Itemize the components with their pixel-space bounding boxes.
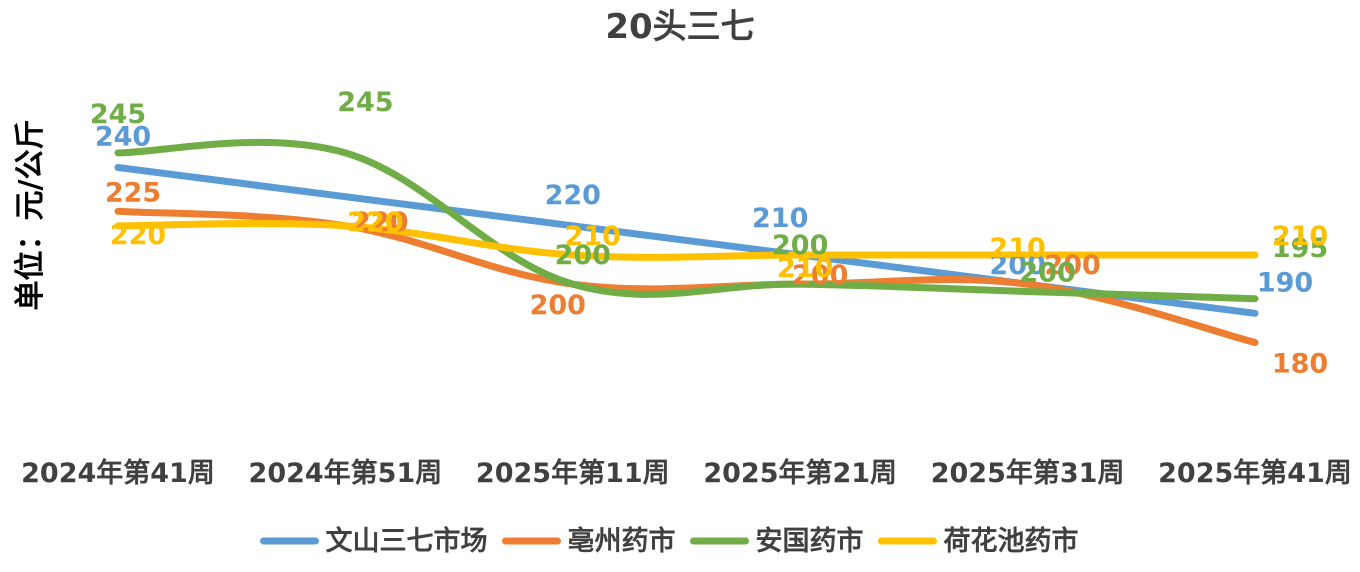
data-label: 220 (347, 207, 403, 238)
data-label: 180 (1272, 349, 1328, 380)
x-tick-label: 2025年第21周 (703, 457, 897, 489)
x-tick-label: 2025年第31周 (931, 457, 1125, 489)
x-tick-label: 2025年第41周 (1158, 457, 1352, 489)
legend-item: 亳州药市 (502, 525, 676, 557)
data-label: 200 (772, 230, 828, 261)
series-lines (114, 138, 1259, 346)
data-label: 210 (777, 253, 833, 284)
data-label: 210 (989, 233, 1045, 264)
data-label: 210 (565, 221, 621, 252)
data-label: 200 (989, 250, 1045, 281)
data-label: 200 (555, 240, 611, 271)
chart-title: 20头三七 (605, 7, 754, 47)
data-label: 190 (1257, 267, 1313, 298)
series-line-4 (114, 220, 1259, 261)
data-label: 225 (105, 177, 161, 208)
data-label: 200 (1044, 250, 1100, 281)
data-label: 220 (352, 207, 408, 238)
data-label: 245 (90, 99, 146, 130)
series-line-3 (114, 138, 1259, 303)
data-label: 200 (530, 290, 586, 321)
legend-item: 荷花池药市 (878, 525, 1079, 557)
y-axis-label: 单位：元/公斤 (13, 120, 48, 311)
x-axis-ticks: 2024年第41周 2024年第51周 2025年第11周 2025年第21周 2025… (21, 457, 1352, 489)
legend-item: 安国药市 (690, 525, 864, 557)
legend-label: 亳州药市 (568, 525, 676, 557)
legend-label: 文山三七市场 (326, 525, 488, 557)
data-label: 195 (1272, 233, 1328, 264)
data-label: 200 (792, 260, 848, 291)
x-tick-label: 2024年第51周 (249, 457, 443, 489)
data-label: 245 (337, 87, 393, 118)
legend-label: 荷花池药市 (944, 525, 1079, 557)
data-label: 220 (110, 220, 166, 251)
data-label: 200 (1019, 257, 1075, 288)
legend: 文山三七市场 亳州药市 安国药市 荷花池药市 (260, 525, 1079, 557)
data-label: 210 (1272, 221, 1328, 252)
legend-item: 文山三七市场 (260, 525, 488, 557)
x-tick-label: 2024年第41周 (21, 457, 215, 489)
data-label: 210 (752, 203, 808, 234)
data-label: 240 (95, 122, 151, 153)
data-label: 220 (545, 180, 601, 211)
x-tick-label: 2025年第11周 (476, 457, 670, 489)
legend-label: 安国药市 (756, 525, 864, 557)
